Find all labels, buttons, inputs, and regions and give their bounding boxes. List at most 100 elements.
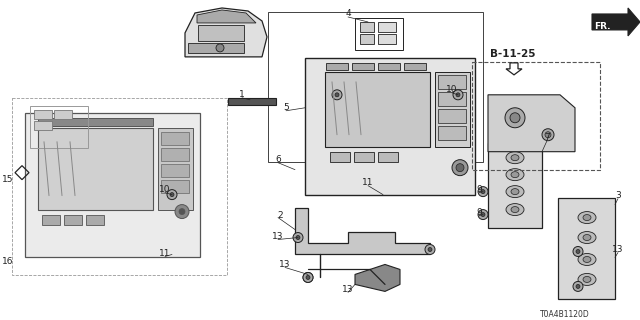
Circle shape	[478, 187, 488, 196]
Bar	[360, 34, 374, 44]
Bar	[38, 128, 153, 210]
Circle shape	[332, 90, 342, 100]
Ellipse shape	[506, 186, 524, 197]
Text: 13: 13	[272, 232, 284, 241]
Bar	[161, 164, 189, 177]
Bar	[378, 63, 400, 70]
Bar	[34, 110, 52, 119]
Circle shape	[167, 190, 177, 200]
Ellipse shape	[511, 207, 519, 212]
Polygon shape	[558, 197, 615, 300]
Circle shape	[179, 209, 185, 215]
Text: 7: 7	[544, 133, 550, 142]
Circle shape	[576, 250, 580, 253]
Bar	[38, 118, 153, 126]
Bar	[325, 72, 430, 147]
Circle shape	[428, 247, 432, 252]
Text: 10: 10	[446, 85, 458, 94]
Polygon shape	[355, 264, 400, 292]
Circle shape	[505, 108, 525, 128]
Text: 13: 13	[279, 260, 291, 269]
Bar	[34, 121, 52, 130]
Ellipse shape	[511, 155, 519, 161]
Polygon shape	[185, 8, 267, 57]
Ellipse shape	[578, 274, 596, 285]
Bar	[355, 18, 403, 50]
Bar	[268, 12, 483, 162]
Bar	[354, 152, 374, 162]
Circle shape	[576, 284, 580, 288]
Text: 9: 9	[476, 185, 482, 194]
Circle shape	[456, 93, 460, 97]
Ellipse shape	[578, 212, 596, 224]
Polygon shape	[506, 63, 522, 75]
Circle shape	[456, 164, 464, 172]
Polygon shape	[198, 25, 244, 41]
Polygon shape	[488, 143, 542, 228]
Text: 3: 3	[615, 191, 621, 200]
Circle shape	[296, 236, 300, 239]
Bar	[42, 215, 60, 225]
Text: 10: 10	[159, 185, 171, 194]
Circle shape	[335, 93, 339, 97]
Bar	[438, 92, 466, 106]
Bar	[330, 152, 350, 162]
Circle shape	[303, 272, 313, 283]
Bar	[161, 132, 189, 145]
Circle shape	[573, 281, 583, 292]
Circle shape	[216, 44, 224, 52]
Circle shape	[170, 193, 174, 196]
Bar	[54, 110, 72, 119]
Bar	[472, 62, 600, 170]
Ellipse shape	[583, 215, 591, 220]
Ellipse shape	[578, 253, 596, 266]
Circle shape	[481, 190, 485, 194]
Text: 11: 11	[159, 249, 171, 258]
Circle shape	[545, 132, 551, 138]
Bar	[378, 34, 396, 44]
Circle shape	[510, 113, 520, 123]
Text: 1: 1	[239, 90, 245, 99]
Text: 6: 6	[275, 155, 281, 164]
Circle shape	[425, 244, 435, 254]
Circle shape	[573, 246, 583, 256]
Ellipse shape	[578, 232, 596, 244]
Bar	[158, 128, 193, 210]
Bar	[378, 22, 396, 32]
Bar	[86, 215, 104, 225]
Bar	[30, 106, 88, 148]
Ellipse shape	[506, 152, 524, 164]
Polygon shape	[197, 10, 256, 23]
Circle shape	[306, 276, 310, 279]
Text: 5: 5	[283, 103, 289, 112]
Circle shape	[453, 90, 463, 100]
Text: 13: 13	[342, 285, 354, 294]
Ellipse shape	[583, 235, 591, 241]
Circle shape	[303, 272, 313, 283]
Bar	[12, 98, 227, 276]
Polygon shape	[488, 95, 575, 152]
Bar	[326, 63, 348, 70]
Polygon shape	[295, 208, 430, 254]
Circle shape	[452, 160, 468, 176]
Bar	[438, 109, 466, 123]
Ellipse shape	[583, 276, 591, 283]
Bar	[435, 72, 470, 147]
Ellipse shape	[506, 169, 524, 180]
Text: 11: 11	[362, 178, 374, 187]
Ellipse shape	[583, 256, 591, 262]
Text: 2: 2	[277, 211, 283, 220]
Circle shape	[293, 233, 303, 243]
Circle shape	[478, 210, 488, 220]
Bar	[404, 63, 426, 70]
Text: 15: 15	[3, 175, 13, 184]
Ellipse shape	[506, 204, 524, 216]
Circle shape	[542, 129, 554, 141]
Bar	[438, 75, 466, 89]
Text: 9: 9	[476, 208, 482, 217]
Bar	[438, 126, 466, 140]
Circle shape	[306, 276, 310, 279]
Bar	[161, 180, 189, 193]
Polygon shape	[592, 8, 640, 36]
Text: 16: 16	[3, 257, 13, 266]
